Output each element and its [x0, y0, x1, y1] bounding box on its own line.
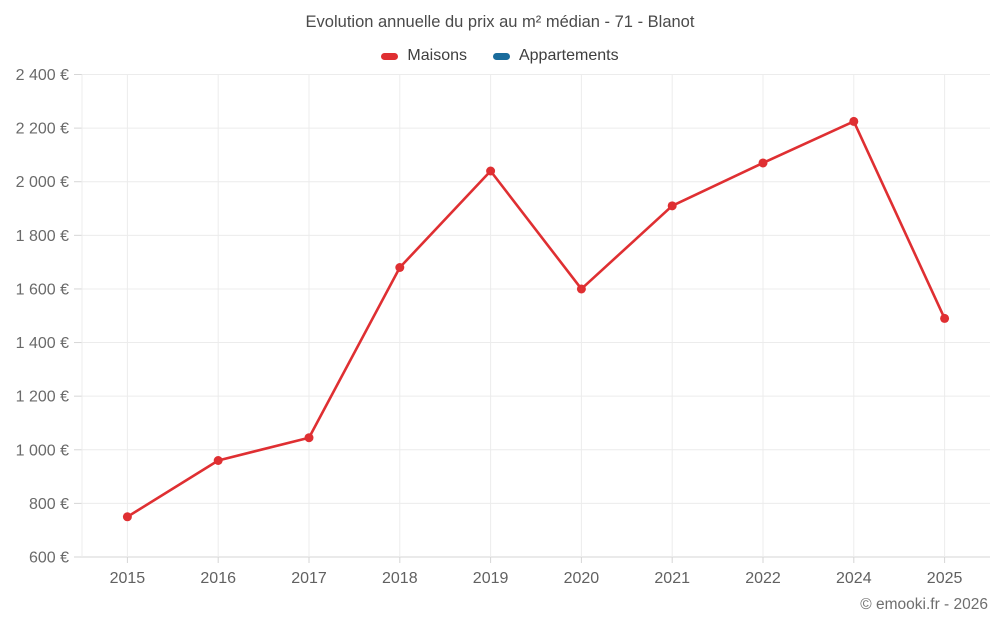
legend-item-maisons[interactable]: Maisons [381, 47, 467, 65]
x-tick-label: 2024 [836, 570, 872, 587]
data-point-maisons-2025[interactable] [940, 313, 950, 323]
x-tick-label: 2022 [745, 570, 781, 587]
x-tick-label: 2016 [200, 570, 236, 587]
y-tick-label: 1 000 € [16, 442, 69, 459]
x-tick-label: 2020 [564, 570, 600, 587]
y-tick-label: 2 200 € [16, 121, 69, 138]
data-point-maisons-2021[interactable] [667, 201, 677, 211]
y-tick-label: 1 200 € [16, 389, 69, 406]
data-point-maisons-2019[interactable] [486, 166, 496, 176]
y-tick-label: 1 400 € [16, 335, 69, 352]
copyright: © emooki.fr - 2026 [860, 596, 988, 613]
legend-swatch-maisons-icon [381, 52, 399, 60]
data-point-maisons-2015[interactable] [122, 512, 132, 522]
x-tick-label: 2018 [382, 570, 418, 587]
x-tick-label: 2025 [927, 570, 963, 587]
data-point-maisons-2017[interactable] [304, 433, 314, 443]
y-tick-label: 800 € [29, 496, 69, 513]
legend-label-maisons: Maisons [407, 47, 467, 64]
legend-swatch-appartements-icon [492, 52, 510, 60]
data-point-maisons-2018[interactable] [395, 263, 405, 272]
y-tick-label: 2 000 € [16, 174, 69, 191]
legend-item-appartements[interactable]: Appartements [492, 47, 619, 65]
y-tick-label: 1 800 € [16, 228, 69, 245]
y-tick-label: 2 400 € [16, 67, 69, 84]
legend: Maisons Appartements [0, 45, 1000, 67]
x-tick-label: 2019 [473, 570, 509, 587]
x-tick-label: 2017 [291, 570, 327, 587]
y-tick-label: 1 600 € [16, 281, 69, 298]
y-tick-label: 600 € [29, 550, 69, 567]
data-point-maisons-2024[interactable] [849, 116, 859, 126]
data-point-maisons-2020[interactable] [576, 284, 586, 294]
data-point-maisons-2016[interactable] [213, 456, 223, 465]
data-point-maisons-2022[interactable] [758, 158, 768, 168]
chart-title: Evolution annuelle du prix au m² médian … [305, 13, 695, 31]
x-tick-label: 2015 [110, 570, 146, 587]
x-tick-label: 2021 [654, 570, 690, 587]
legend-label-appartements: Appartements [518, 47, 619, 64]
series-line-maisons [126, 120, 946, 519]
